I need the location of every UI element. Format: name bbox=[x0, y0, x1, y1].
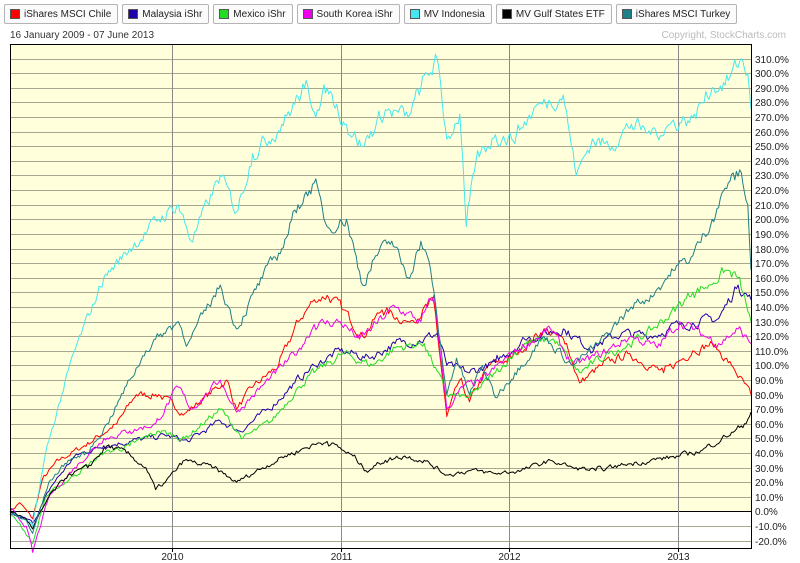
legend-swatch bbox=[501, 9, 512, 19]
plot-frame bbox=[10, 44, 752, 549]
x-tick-label: 2012 bbox=[498, 552, 521, 563]
y-tick-label: 110.0% bbox=[755, 347, 788, 358]
series-line-mv-indonesia bbox=[9, 53, 752, 527]
legend-label: iShares MSCI Turkey bbox=[635, 8, 731, 20]
y-tick-label: 120.0% bbox=[755, 332, 789, 343]
legend: iShares MSCI Chile Malaysia iShr Mexico … bbox=[4, 4, 738, 24]
y-tick-label: -10.0% bbox=[755, 522, 787, 533]
y-tick-label: 90.0% bbox=[755, 376, 783, 387]
y-tick-label: 210.0% bbox=[755, 201, 789, 212]
y-tick-label: -20.0% bbox=[755, 537, 787, 548]
y-tick-label: 270.0% bbox=[755, 113, 789, 124]
y-tick-label: 40.0% bbox=[755, 449, 783, 460]
y-tick-label: 30.0% bbox=[755, 464, 783, 475]
y-tick-label: 310.0% bbox=[755, 55, 789, 66]
legend-swatch bbox=[621, 9, 632, 19]
y-tick-label: 160.0% bbox=[755, 274, 789, 285]
series-line-mexico-ishr bbox=[9, 267, 752, 545]
y-tick-label: 190.0% bbox=[755, 230, 789, 241]
y-tick-label: 150.0% bbox=[755, 288, 789, 299]
x-tick-label: 2011 bbox=[331, 552, 353, 563]
series-line-malaysia-ishr bbox=[9, 284, 752, 524]
y-tick-label: 180.0% bbox=[755, 245, 789, 256]
y-tick-label: 60.0% bbox=[755, 420, 783, 431]
y-tick-label: 100.0% bbox=[755, 361, 789, 372]
legend-swatch bbox=[302, 9, 313, 19]
legend-label: MV Gulf States ETF bbox=[515, 8, 605, 20]
x-tick-label: 2013 bbox=[667, 552, 690, 563]
legend-item-ishares-msci-chile[interactable]: iShares MSCI Chile bbox=[4, 4, 119, 24]
legend-label: Malaysia iShr bbox=[142, 8, 203, 20]
y-tick-label: 10.0% bbox=[755, 493, 783, 504]
y-tick-label: 140.0% bbox=[755, 303, 789, 314]
y-tick-label: 220.0% bbox=[755, 186, 789, 197]
y-tick-label: 50.0% bbox=[755, 434, 783, 445]
y-tick-label: 290.0% bbox=[755, 84, 789, 95]
plot-background-positive bbox=[10, 44, 751, 512]
legend-item-ishares-msci-turkey[interactable]: iShares MSCI Turkey bbox=[615, 4, 738, 24]
y-tick-label: 170.0% bbox=[755, 259, 789, 270]
y-tick-label: 250.0% bbox=[755, 142, 789, 153]
y-tick-label: 240.0% bbox=[755, 157, 789, 168]
date-range-label: 16 January 2009 - 07 June 2013 bbox=[10, 30, 154, 41]
legend-item-mv-gulf-states-etf[interactable]: MV Gulf States ETF bbox=[495, 4, 612, 24]
x-tick-label: 2010 bbox=[161, 552, 184, 563]
legend-label: South Korea iShr bbox=[316, 8, 393, 20]
series-line-mv-gulf-states-etf bbox=[9, 411, 752, 530]
y-tick-label: 200.0% bbox=[755, 215, 789, 226]
legend-swatch bbox=[409, 9, 420, 19]
y-tick-label: 300.0% bbox=[755, 69, 789, 80]
y-tick-label: 0.0% bbox=[755, 507, 778, 518]
y-tick-label: 260.0% bbox=[755, 128, 789, 139]
y-tick-label: 80.0% bbox=[755, 391, 783, 402]
series-line-south-korea-ishr bbox=[9, 294, 752, 553]
y-tick-label: 20.0% bbox=[755, 478, 783, 489]
legend-item-mv-indonesia[interactable]: MV Indonesia bbox=[403, 4, 492, 24]
legend-label: MV Indonesia bbox=[423, 8, 485, 20]
copyright-notice: Copyright, StockCharts.com bbox=[661, 30, 787, 41]
legend-label: Mexico iShr bbox=[233, 8, 286, 20]
y-tick-label: 280.0% bbox=[755, 98, 789, 109]
legend-swatch bbox=[10, 9, 20, 19]
y-tick-label: 130.0% bbox=[755, 318, 789, 329]
legend-item-mexico-ishr[interactable]: Mexico iShr bbox=[213, 4, 293, 24]
series-line-ishares-msci-chile bbox=[9, 294, 752, 520]
plot-background-negative bbox=[10, 511, 751, 548]
legend-label: iShares MSCI Chile bbox=[24, 8, 112, 20]
legend-item-south-korea-ishr[interactable]: South Korea iShr bbox=[296, 4, 400, 24]
legend-swatch bbox=[219, 9, 230, 19]
series-line-ishares-msci-turkey bbox=[9, 169, 752, 534]
y-tick-label: 70.0% bbox=[755, 405, 783, 416]
legend-item-malaysia-ishr[interactable]: Malaysia iShr bbox=[122, 4, 210, 24]
y-tick-label: 230.0% bbox=[755, 171, 789, 182]
legend-swatch bbox=[128, 9, 139, 19]
